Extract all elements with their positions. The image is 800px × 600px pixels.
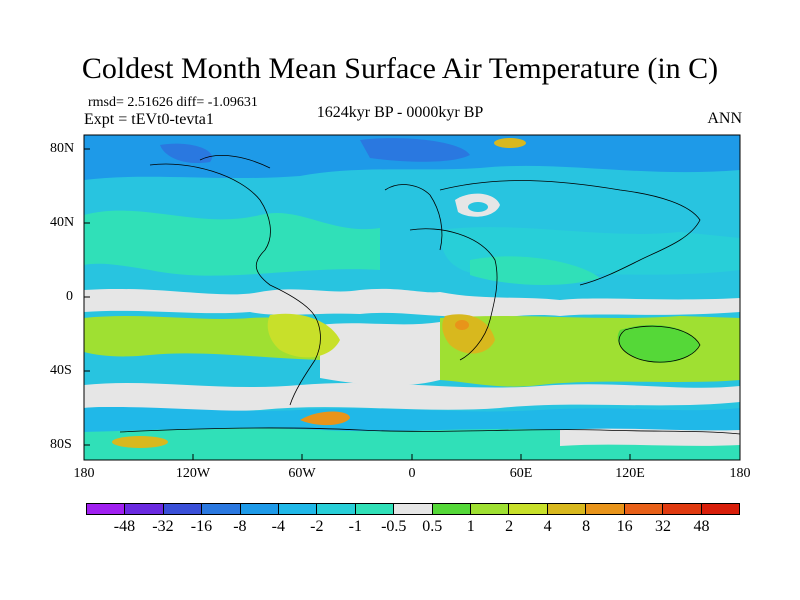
map-title: Coldest Month Mean Surface Air Temperatu… bbox=[81, 52, 719, 85]
colorbar-swatch bbox=[547, 504, 587, 514]
axis-ticks bbox=[83, 148, 741, 460]
colorbar-swatch bbox=[394, 504, 433, 514]
period-label: 1624kyr BP - 0000kyr BP bbox=[316, 104, 484, 121]
season-label: ANN bbox=[707, 110, 742, 127]
lon-tick-120w: 120W bbox=[175, 466, 211, 481]
colorbar-swatch bbox=[471, 504, 510, 514]
colorbar-label: 1 bbox=[466, 518, 475, 535]
colorbar-label: 16 bbox=[616, 518, 633, 535]
colorbar-swatch bbox=[701, 504, 739, 514]
colorbar-label: -8 bbox=[233, 518, 247, 535]
colorbar-swatch bbox=[586, 504, 625, 514]
colorbar-swatch bbox=[432, 504, 472, 514]
colorbar-swatch bbox=[355, 504, 395, 514]
colorbar-label: -2 bbox=[310, 518, 324, 535]
colorbar-label: 4 bbox=[543, 518, 552, 535]
lon-tick-0: 0 bbox=[408, 466, 416, 481]
lat-tick-80s: 80S bbox=[50, 437, 72, 452]
colorbar-label: 48 bbox=[693, 518, 710, 535]
experiment-label: Expt = tEVt0-tevta1 bbox=[84, 111, 214, 128]
colorbar-swatch bbox=[624, 504, 664, 514]
lon-tick-60w: 60W bbox=[288, 466, 316, 481]
colorbar-swatch bbox=[163, 504, 203, 514]
colorbar-swatch bbox=[125, 504, 164, 514]
colorbar-label: -48 bbox=[113, 518, 136, 535]
lon-tick-180e: 180 bbox=[729, 466, 751, 481]
temperature-field bbox=[84, 135, 740, 460]
colorbar bbox=[86, 503, 740, 515]
colorbar-swatch bbox=[317, 504, 356, 514]
lon-tick-120e: 120E bbox=[615, 466, 645, 481]
colorbar-label: -0.5 bbox=[381, 518, 407, 535]
stats-line: rmsd= 2.51626 diff= -1.09631 bbox=[88, 95, 258, 110]
lat-tick-40s: 40S bbox=[50, 363, 72, 378]
colorbar-label: -16 bbox=[190, 518, 213, 535]
lat-tick-80n: 80N bbox=[50, 141, 75, 156]
colorbar-swatch bbox=[663, 504, 702, 514]
colorbar-swatch bbox=[279, 504, 318, 514]
lat-tick-0: 0 bbox=[66, 289, 73, 304]
lat-tick-40n: 40N bbox=[50, 215, 75, 230]
colorbar-label: 0.5 bbox=[422, 518, 443, 535]
colorbar-swatch bbox=[202, 504, 241, 514]
colorbar-label: -32 bbox=[152, 518, 174, 535]
colorbar-label: 8 bbox=[582, 518, 591, 535]
colorbar-label: 32 bbox=[655, 518, 672, 535]
colorbar-label: -1 bbox=[348, 518, 362, 535]
lon-tick-60e: 60E bbox=[509, 466, 533, 481]
colorbar-swatch bbox=[509, 504, 548, 514]
lon-tick-180w: 180 bbox=[73, 466, 95, 481]
colorbar-swatch bbox=[240, 504, 280, 514]
colorbar-swatch bbox=[87, 504, 126, 514]
colorbar-label: -4 bbox=[271, 518, 286, 535]
colorbar-label: 2 bbox=[505, 518, 514, 535]
